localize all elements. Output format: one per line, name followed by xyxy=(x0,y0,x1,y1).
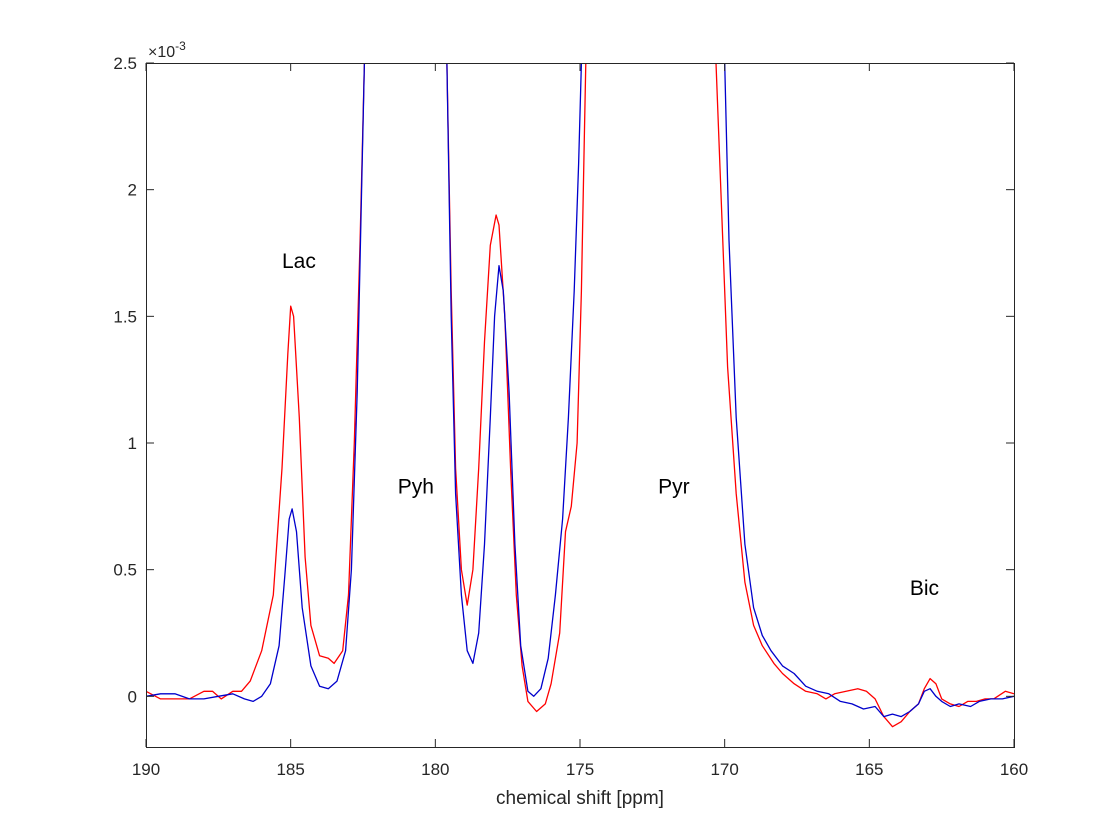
y-tick-label: 1.5 xyxy=(113,307,137,326)
x-tick-label: 175 xyxy=(566,760,594,779)
y-tick-label: 0 xyxy=(128,687,137,706)
y-tick-label: 2.5 xyxy=(113,54,137,73)
annotation-pyh: Pyh xyxy=(398,476,434,499)
y-tick-label: 0.5 xyxy=(113,561,137,580)
series-line-2 xyxy=(446,63,587,713)
series-line-1 xyxy=(146,63,366,700)
series-line-5 xyxy=(446,63,583,697)
plot-area xyxy=(146,63,1014,728)
y-tick-label: 2 xyxy=(128,181,137,200)
y-axis: 0 0.5 1 1.5 2 2.5 xyxy=(113,54,1014,706)
annotation-pyr: Pyr xyxy=(658,476,690,499)
y-tick-label: 1 xyxy=(128,434,137,453)
x-tick-label: 180 xyxy=(421,760,449,779)
annotation-lac: Lac xyxy=(282,250,316,273)
y-axis-exponent: ×10-3 xyxy=(148,39,186,61)
x-tick-label: 160 xyxy=(1000,760,1028,779)
annotation-bic: Bic xyxy=(910,577,939,600)
x-axis-label: chemical shift [ppm] xyxy=(496,788,664,809)
x-axis: 190 185 180 175 170 165 160 xyxy=(132,63,1028,779)
x-tick-label: 185 xyxy=(276,760,304,779)
x-tick-label: 165 xyxy=(855,760,883,779)
series-line-6 xyxy=(724,63,1014,718)
x-tick-label: 190 xyxy=(132,760,160,779)
series-line-4 xyxy=(146,63,366,703)
annotations: Lac Pyh Pyr Bic xyxy=(282,250,939,600)
x-tick-label: 170 xyxy=(710,760,738,779)
